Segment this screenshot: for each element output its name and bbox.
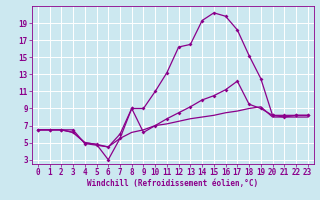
- X-axis label: Windchill (Refroidissement éolien,°C): Windchill (Refroidissement éolien,°C): [87, 179, 258, 188]
